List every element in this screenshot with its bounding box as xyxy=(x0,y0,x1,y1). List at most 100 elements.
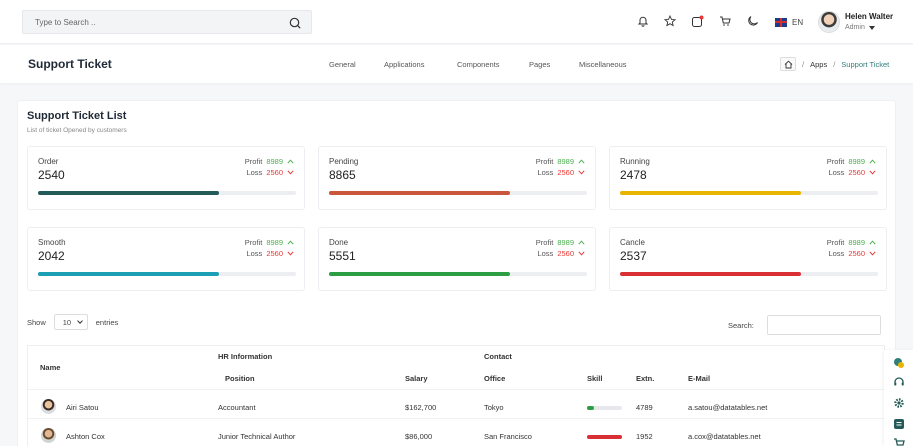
nav-miscellaneous[interactable]: Miscellaneous xyxy=(579,60,627,69)
chevron-up-icon xyxy=(578,240,585,245)
table-search-label: Search: xyxy=(728,321,754,330)
profit-label: Profit xyxy=(535,157,554,166)
progress-track xyxy=(620,191,878,195)
cell-email: a.cox@datatables.net xyxy=(688,432,761,441)
profit-value: 8989 xyxy=(557,238,574,247)
breadcrumb-apps[interactable]: Apps xyxy=(810,59,828,69)
entries-select[interactable]: 10 xyxy=(53,314,88,330)
search-icon[interactable] xyxy=(289,16,301,29)
loss-value: 2560 xyxy=(266,249,283,258)
stat-value: 8865 xyxy=(329,168,356,182)
cell-position: Accountant xyxy=(218,403,256,412)
page-title: Support Ticket xyxy=(28,57,112,71)
progress-fill xyxy=(329,272,510,276)
cart-icon[interactable] xyxy=(892,436,905,446)
chat-icon[interactable] xyxy=(892,356,905,369)
language-selector[interactable]: EN xyxy=(775,16,803,28)
cell-name: Airi Satou xyxy=(66,403,99,412)
loss-row: Loss 2560 xyxy=(537,249,585,258)
stat-value: 2042 xyxy=(38,249,65,263)
chevron-up-icon xyxy=(578,159,585,164)
loss-row: Loss 2560 xyxy=(246,249,294,258)
chevron-down-icon xyxy=(287,170,294,175)
profit-value: 8989 xyxy=(266,157,283,166)
search-input[interactable] xyxy=(23,11,283,33)
chevron-up-icon xyxy=(869,159,876,164)
show-label: Show xyxy=(27,317,46,327)
nav-applications[interactable]: Applications xyxy=(384,60,425,69)
stat-card-cancle: Cancle 2537 Profit 8989 Loss 2560 xyxy=(609,227,887,291)
star-icon[interactable] xyxy=(663,14,677,28)
table-search-input[interactable] xyxy=(767,315,881,335)
chevron-up-icon xyxy=(869,240,876,245)
list-title: Support Ticket List xyxy=(27,110,127,122)
stat-value: 2478 xyxy=(620,168,647,182)
profit-row: Profit 8989 xyxy=(245,157,294,166)
loss-value: 2560 xyxy=(848,168,865,177)
stat-value: 2537 xyxy=(620,249,647,263)
moon-icon[interactable] xyxy=(746,14,760,28)
bell-icon[interactable] xyxy=(636,14,650,28)
headset-icon[interactable] xyxy=(892,375,905,388)
col-skill[interactable]: Skill xyxy=(587,374,603,383)
stat-label: Smooth xyxy=(38,238,66,247)
progress-fill xyxy=(38,272,219,276)
profit-row: Profit 8989 xyxy=(536,238,585,247)
profit-value: 8989 xyxy=(848,238,865,247)
home-icon[interactable] xyxy=(780,57,796,71)
stat-card-done: Done 5551 Profit 8989 Loss 2560 xyxy=(318,227,596,291)
search-box xyxy=(22,10,312,34)
chevron-up-icon xyxy=(287,159,294,164)
profit-row: Profit 8989 xyxy=(245,238,294,247)
skill-fill xyxy=(587,435,622,439)
profit-row: Profit 8989 xyxy=(827,238,876,247)
profit-row: Profit 8989 xyxy=(827,157,876,166)
gear-icon[interactable] xyxy=(892,396,905,409)
header-divider xyxy=(28,389,884,390)
top-header: EN Helen Walter Admin xyxy=(0,0,913,44)
profit-value: 8989 xyxy=(557,157,574,166)
user-name[interactable]: Helen Walter xyxy=(845,12,894,21)
nav-pages[interactable]: Pages xyxy=(529,60,551,69)
stat-card-smooth: Smooth 2042 Profit 8989 Loss 2560 xyxy=(27,227,305,291)
loss-value: 2560 xyxy=(266,168,283,177)
loss-value: 2560 xyxy=(557,249,574,258)
loss-row: Loss 2560 xyxy=(246,168,294,177)
list-icon[interactable] xyxy=(892,417,905,430)
stat-label: Pending xyxy=(329,157,359,166)
cell-extn: 1952 xyxy=(636,432,653,441)
nav-general[interactable]: General xyxy=(329,60,356,69)
chevron-down-icon xyxy=(578,170,585,175)
col-email[interactable]: E-Mail xyxy=(688,374,711,383)
breadcrumb-separator: / xyxy=(833,59,836,69)
col-salary[interactable]: Salary xyxy=(405,374,428,383)
chevron-up-icon xyxy=(287,240,294,245)
user-avatar[interactable] xyxy=(818,11,840,33)
loss-label: Loss xyxy=(246,249,263,258)
profit-label: Profit xyxy=(535,238,554,247)
chevron-down-icon xyxy=(76,318,83,324)
cart-icon[interactable] xyxy=(718,14,732,28)
cell-salary: $86,000 xyxy=(405,432,433,441)
col-extn[interactable]: Extn. xyxy=(636,374,655,383)
page-header: Support Ticket General Applications Comp… xyxy=(0,45,913,83)
progress-fill xyxy=(620,272,801,276)
skill-bar xyxy=(587,406,622,410)
stat-value: 5551 xyxy=(329,249,356,263)
message-icon[interactable] xyxy=(690,14,704,28)
avatar xyxy=(41,428,56,443)
loss-row: Loss 2560 xyxy=(828,168,876,177)
profit-label: Profit xyxy=(244,157,263,166)
progress-track xyxy=(38,272,296,276)
profit-label: Profit xyxy=(826,157,845,166)
profit-value: 8989 xyxy=(266,238,283,247)
nav-components[interactable]: Components xyxy=(457,60,500,69)
col-position[interactable]: Position xyxy=(225,374,255,383)
loss-row: Loss 2560 xyxy=(537,168,585,177)
col-name[interactable]: Name xyxy=(40,363,61,372)
cell-name: Ashton Cox xyxy=(66,432,105,441)
profit-value: 8989 xyxy=(848,157,865,166)
col-office[interactable]: Office xyxy=(484,374,506,383)
cell-extn: 4789 xyxy=(636,403,653,412)
user-role[interactable]: Admin xyxy=(845,24,875,31)
